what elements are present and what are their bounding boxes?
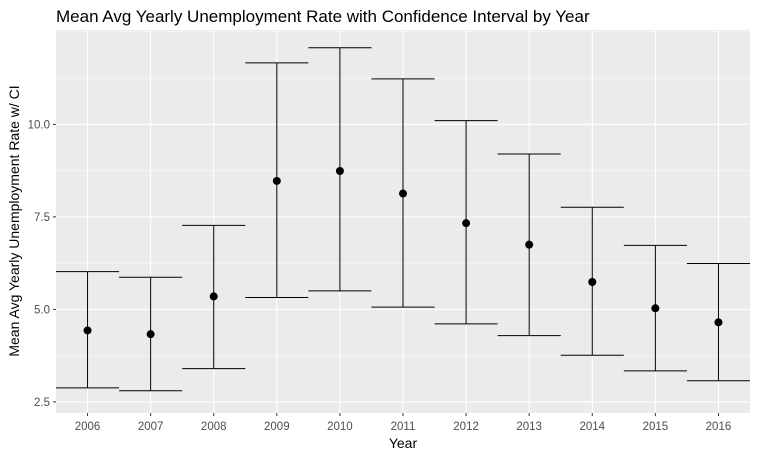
x-tick-label: 2013 bbox=[516, 421, 542, 433]
chart-title: Mean Avg Yearly Unemployment Rate with C… bbox=[56, 7, 590, 26]
mean-point-2015 bbox=[651, 304, 660, 313]
y-axis-title: Mean Avg Yearly Unemployment Rate w/ CI bbox=[6, 85, 22, 356]
y-axis: 2.5 5.0 7.5 10.0 bbox=[28, 119, 56, 409]
mean-point-2011 bbox=[399, 189, 407, 198]
y-tick-label: 10.0 bbox=[28, 119, 50, 131]
mean-point-2007 bbox=[146, 330, 155, 339]
x-tick-label: 2008 bbox=[201, 421, 227, 433]
y-tick-label: 2.5 bbox=[34, 397, 50, 409]
x-tick-label: 2009 bbox=[264, 421, 290, 433]
x-axis-title: Year bbox=[389, 435, 418, 451]
x-tick-label: 2016 bbox=[706, 421, 732, 433]
x-tick-label: 2011 bbox=[391, 421, 416, 433]
mean-point-2014 bbox=[588, 278, 597, 287]
y-tick-label: 7.5 bbox=[34, 212, 50, 224]
mean-point-2013 bbox=[525, 240, 534, 249]
x-tick-label: 2012 bbox=[453, 421, 479, 433]
x-axis: 2006 2007 2008 2009 2010 2011 2012 2013 2014 2015… bbox=[75, 413, 732, 433]
mean-point-2006 bbox=[83, 326, 92, 335]
mean-point-2016 bbox=[714, 318, 723, 327]
mean-point-2008 bbox=[209, 292, 218, 301]
x-tick-label: 2010 bbox=[327, 421, 353, 433]
mean-point-2012 bbox=[462, 219, 471, 228]
x-tick-label: 2006 bbox=[75, 421, 101, 433]
mean-point-2009 bbox=[272, 176, 281, 185]
x-tick-label: 2014 bbox=[579, 421, 605, 433]
x-tick-label: 2015 bbox=[643, 421, 669, 433]
y-tick-label: 5.0 bbox=[34, 304, 50, 316]
x-tick-label: 2007 bbox=[138, 421, 164, 433]
mean-point-2010 bbox=[335, 166, 344, 175]
mean-points bbox=[83, 166, 723, 339]
